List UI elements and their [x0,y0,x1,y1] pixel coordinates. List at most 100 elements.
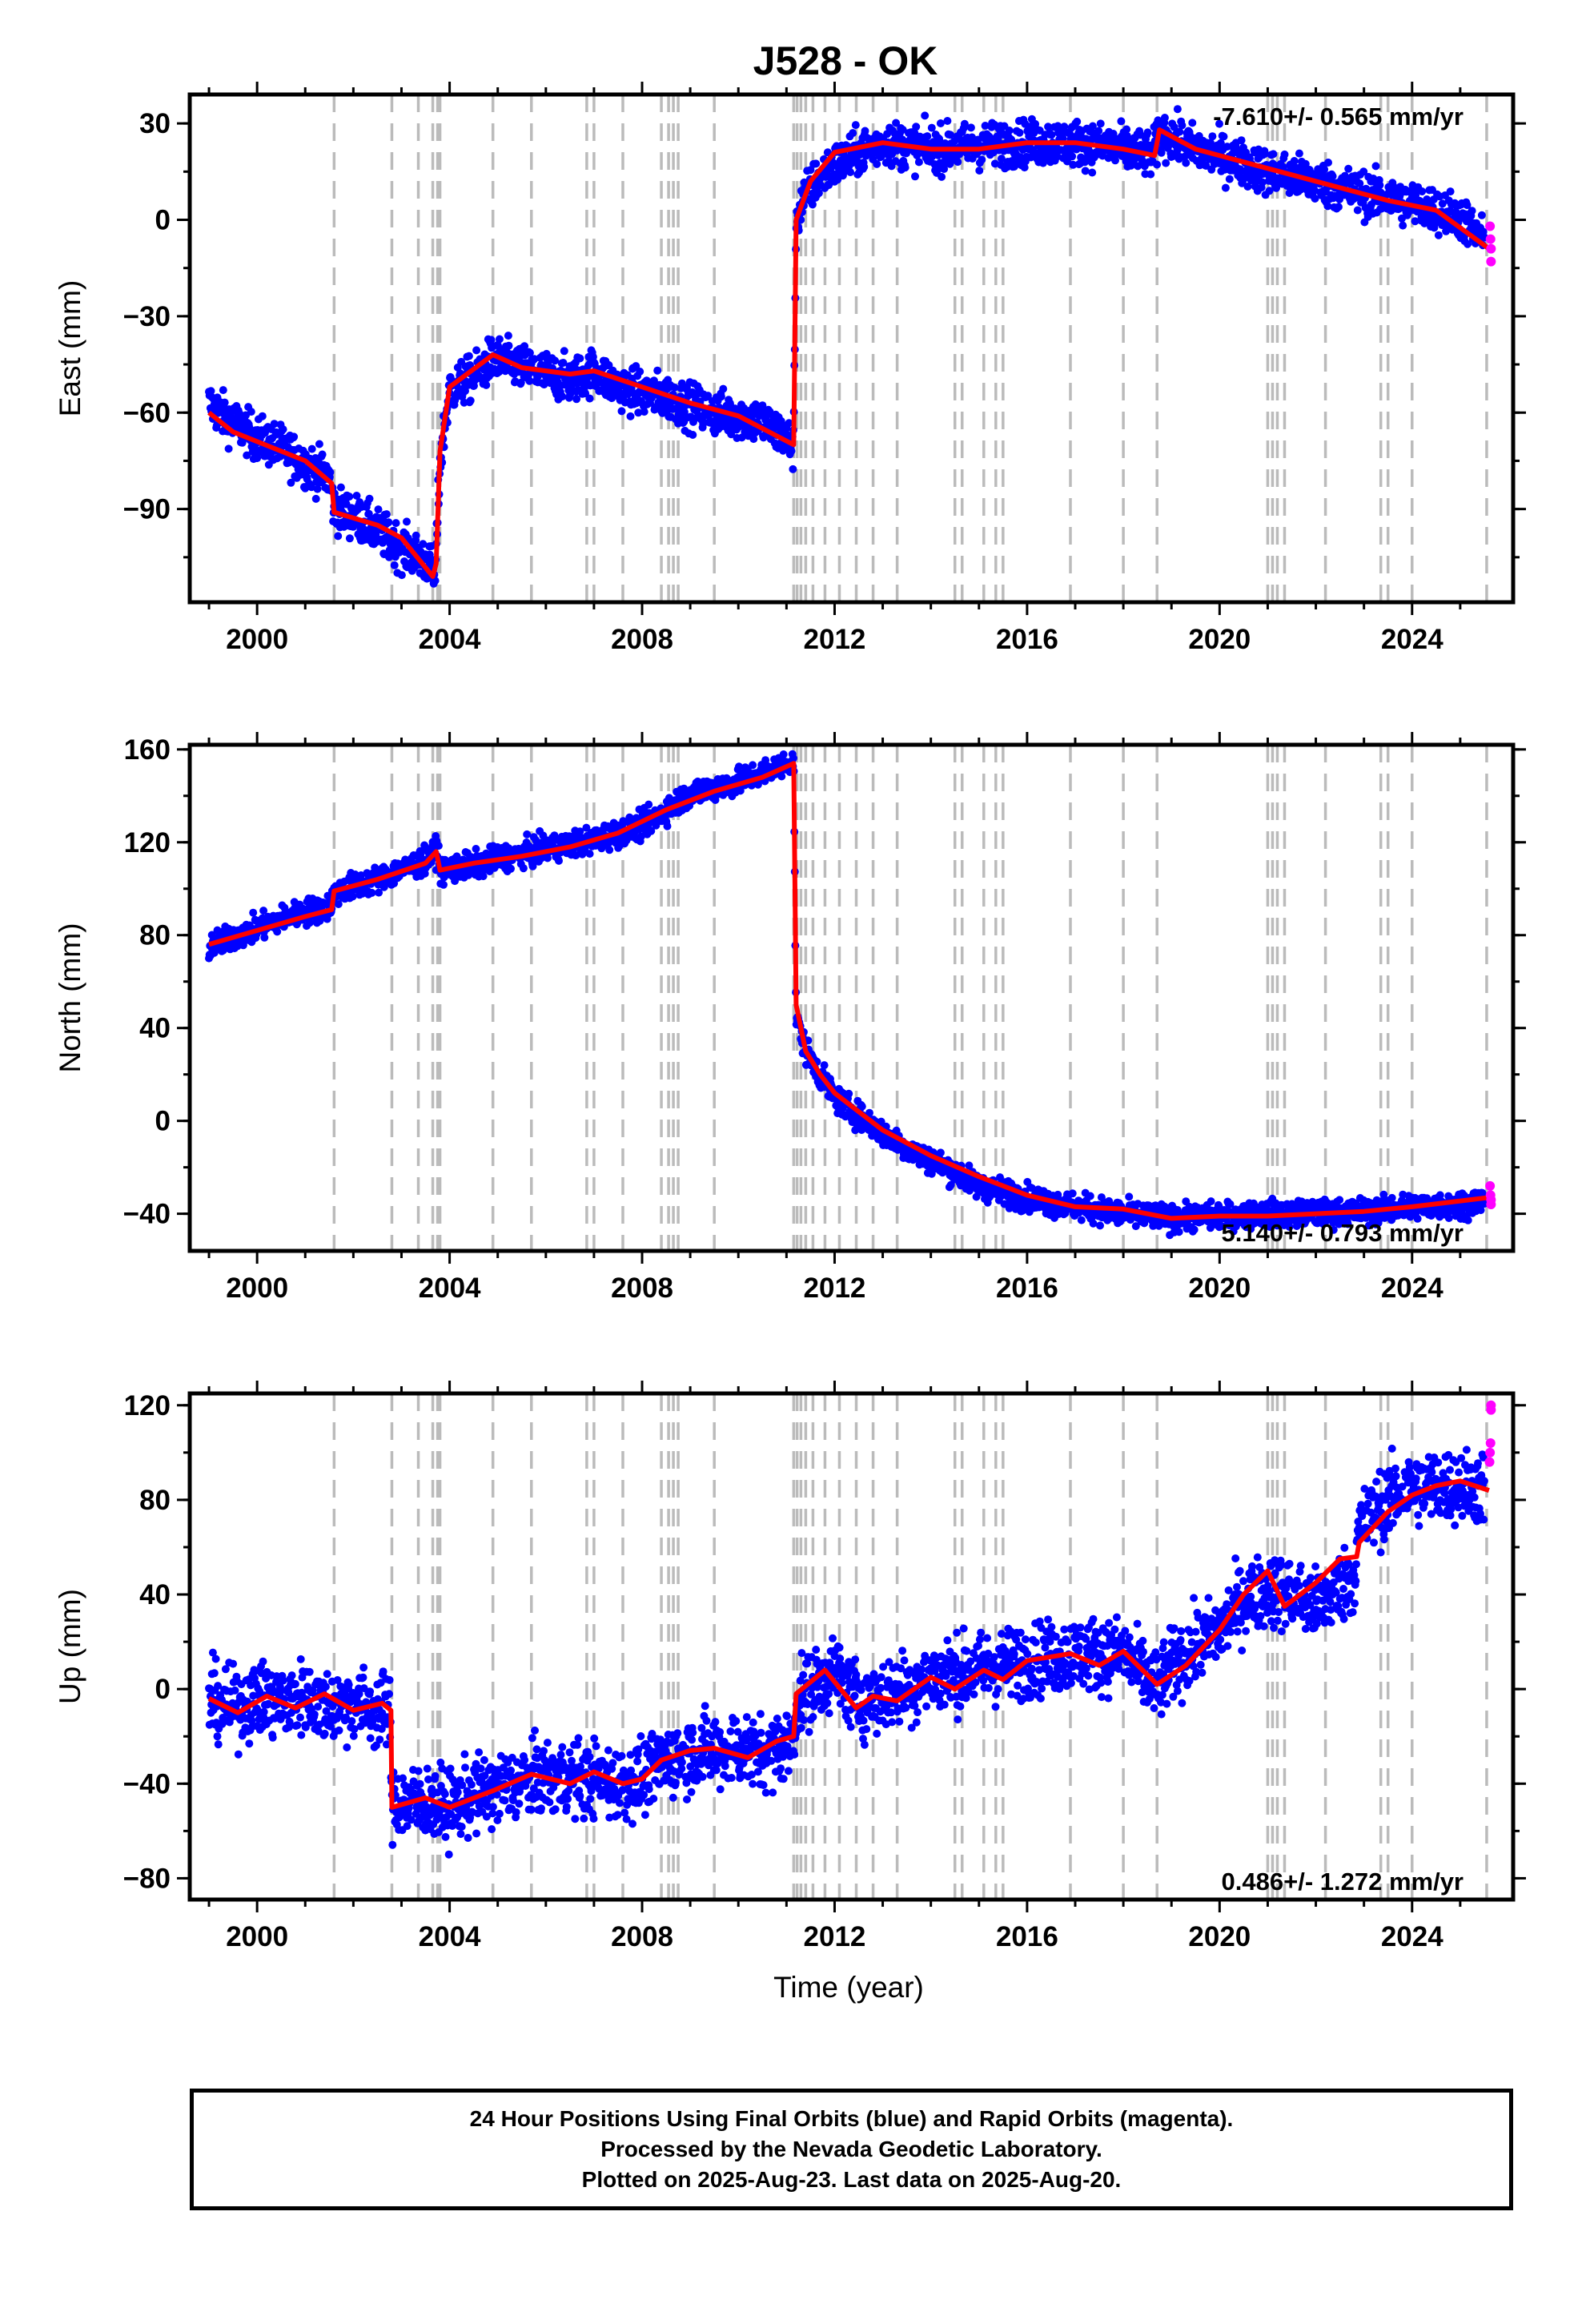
east-final-point [287,478,295,487]
east-final-point [284,458,293,467]
east-y-tick-label: −30 [123,301,171,332]
east-final-point [943,117,952,125]
east-final-point [649,376,658,385]
east-y-tick-label: −60 [123,397,171,428]
north-final-point [936,1148,945,1157]
east-rate-label: -7.610+/- 0.565 mm/yr [1213,103,1464,131]
east-final-point [364,509,373,518]
east-final-point [525,376,534,385]
east-final-point [365,494,374,503]
east-final-point [315,440,323,448]
north-final-point [440,880,448,889]
north-final-point [249,908,258,917]
east-final-point [787,447,796,456]
east-final-point [921,111,930,120]
east-final-point [397,571,406,580]
east-y-tick-label: −90 [123,494,171,525]
north-final-point [857,1102,866,1111]
east-final-point [1020,163,1029,172]
east-final-point [1221,183,1230,192]
north-final-point [749,761,757,770]
east-final-point [1081,167,1090,175]
north-final-point [845,1089,853,1098]
north-final-point [555,856,563,865]
east-final-point [1320,165,1329,174]
east-final-point [1225,175,1234,183]
east-rapid-points [1485,221,1496,267]
east-x-tick-label: 2020 [1188,624,1251,655]
north-final-point [735,762,743,771]
east-final-point [525,348,534,357]
east-final-point [1044,123,1053,131]
east-final-point [403,517,411,526]
east-final-point [585,394,594,403]
east-final-point [1411,217,1419,226]
east-final-point [1258,178,1267,187]
east-final-point [636,368,644,376]
east-final-point [1182,159,1191,167]
east-final-point [487,336,496,344]
east-final-point [851,121,860,130]
east-final-point [1344,164,1353,173]
east-final-point [374,505,383,514]
east-x-tick-label: 2008 [611,624,673,655]
east-final-point [1243,183,1252,191]
east-y-tick-label: 0 [155,204,171,235]
east-final-point [419,540,428,549]
east-final-point [345,493,354,501]
north-final-point [576,827,584,836]
north-final-point [865,1108,873,1117]
east-final-point [307,444,316,453]
north-final-point [1131,1222,1140,1231]
north-final-point [1285,1223,1294,1231]
east-final-point [345,534,354,543]
north-final-point [1077,1216,1086,1224]
east-final-point [1146,170,1155,179]
east-final-point [1323,202,1332,211]
east-final-point [279,425,287,434]
east-final-point [1324,159,1332,167]
east-final-point [814,189,823,198]
east-final-point [717,392,725,401]
east-final-point [1088,122,1097,131]
east-final-point [626,412,635,420]
east-final-point [412,531,420,540]
east-final-point [1279,163,1287,171]
east-final-point [640,408,648,416]
chart-title: J528 - OK [753,38,938,83]
east-final-point [243,451,251,460]
east-final-point [466,396,475,405]
east-y-tick-label: 30 [139,108,171,139]
east-x-tick-label: 2000 [226,624,288,655]
east-final-point [572,395,581,404]
east-final-point [1353,206,1362,215]
north-final-point [1190,1225,1199,1234]
east-final-point [1175,127,1184,136]
north-final-point [474,866,483,875]
north-final-point [334,900,343,908]
east-final-point [390,561,399,569]
east-final-point [1477,211,1486,219]
east-x-tick-label: 2012 [804,624,866,655]
east-final-point [1088,168,1097,177]
east-final-point [997,155,1006,163]
east-final-point [1216,139,1225,147]
east-final-point [1311,195,1319,203]
east-final-point [1355,179,1364,188]
east-final-point [1096,119,1105,128]
east-final-point [975,167,984,175]
east-final-point [981,122,990,130]
north-final-point [1174,1228,1183,1236]
east-final-point [551,356,560,365]
east-final-point [1170,123,1178,131]
east-final-point [352,492,361,500]
north-final-point [472,845,480,853]
north-final-point [644,800,653,809]
east-final-point [472,346,481,355]
east-final-point [385,553,393,561]
east-final-point [898,126,907,134]
north-final-point [1226,1200,1235,1208]
east-final-point [642,376,651,385]
east-final-point [936,119,945,127]
east-final-point [247,408,255,416]
